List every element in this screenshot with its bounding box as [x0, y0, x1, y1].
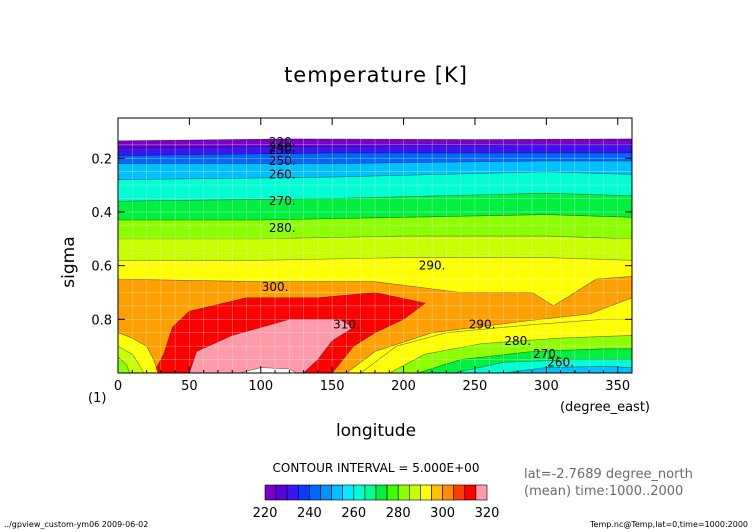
x-tick-label: 50 [181, 379, 198, 394]
time-info: (mean) time:1000..2000 [524, 484, 683, 499]
contour-label: 220. [269, 135, 296, 149]
x-axis: 0 50 100 150 200 250 300 350 [114, 118, 630, 394]
contour-label: 280. [504, 334, 531, 348]
colorbar-swatch [386, 484, 399, 501]
contour-labels: 220.230.240.250.260.270.280.290.300.310.… [262, 135, 574, 369]
contour-label: 280. [269, 221, 296, 235]
colorbar-swatch [375, 484, 388, 501]
colorbar-swatch [297, 484, 310, 501]
colorbar-swatch [408, 484, 421, 501]
y-axis: 0.2 0.4 0.6 0.8 [91, 152, 632, 328]
colorbar-swatch [309, 484, 321, 501]
x-axis-label: longitude [336, 421, 416, 441]
y-tick-label: 0.4 [91, 206, 112, 221]
colorbar-swatch [286, 484, 299, 501]
y-tick-label: 0.2 [91, 152, 112, 167]
colorbar-swatch [331, 484, 344, 501]
contour-label: 270. [269, 194, 296, 208]
footer-left: ../gpview_custom-ym06 2009-06-02 [4, 520, 148, 529]
panel-label: (1) [88, 391, 106, 406]
x-tick-label: 300 [534, 379, 559, 394]
footer-right: Temp.nc@Temp,lat=0,time=1000:2000 [589, 520, 748, 529]
colorbar-tick-label: 240 [297, 506, 322, 521]
contour-label: 290. [469, 318, 496, 332]
x-tick-label: 150 [320, 379, 345, 394]
colorbar-tick-label: 300 [430, 506, 455, 521]
colorbar-swatch [442, 484, 455, 501]
plot-area: 220.230.240.250.260.270.280.290.300.310.… [91, 117, 633, 394]
latitude-info: lat=-2.7689 degree_north [524, 467, 693, 482]
chart-title: temperature [K] [284, 63, 468, 87]
x-tick-label: 250 [463, 379, 488, 394]
contour-label: 250. [269, 154, 296, 168]
band-left-cold-3 [118, 356, 130, 373]
x-tick-label: 200 [391, 379, 416, 394]
colorbar-swatch [342, 484, 355, 501]
colorbar-swatch [453, 484, 466, 501]
colorbar-swatch [353, 484, 366, 501]
colorbar-tick-label: 220 [253, 506, 278, 521]
colorbar-tick-label: 320 [475, 506, 500, 521]
x-axis-units: (degree_east) [560, 400, 650, 415]
contour-label: 260. [547, 355, 574, 369]
x-tick-label: 0 [114, 379, 122, 394]
colorbar-swatch [420, 484, 432, 501]
contour-label: 230. [269, 143, 296, 157]
contour-label: 300. [262, 280, 289, 294]
x-tick-label: 100 [248, 379, 273, 394]
contour-label: 310. [333, 318, 360, 332]
colorbar-swatch [431, 484, 443, 501]
colorbar-swatch [397, 484, 410, 501]
contour-label: 270. [533, 347, 560, 361]
colorbar-swatch [464, 484, 477, 501]
y-tick-label: 0.8 [91, 313, 112, 328]
colorbar-swatch [364, 484, 377, 501]
contour-label: 290. [419, 259, 446, 273]
colorbar: 220 240 260 280 300 320 [253, 484, 500, 521]
colorbar-swatch [275, 484, 288, 501]
grid [118, 118, 632, 373]
y-axis-label: sigma [59, 236, 79, 287]
contour-interval-text: CONTOUR INTERVAL = 5.000E+00 [273, 461, 480, 475]
colorbar-swatch [264, 484, 277, 501]
colorbar-tick-label: 280 [386, 506, 411, 521]
x-tick-label: 350 [605, 379, 630, 394]
colorbar-tick-label: 260 [341, 506, 366, 521]
y-tick-label: 0.6 [91, 260, 112, 275]
colorbar-swatch [475, 484, 488, 501]
colorbar-swatch [320, 484, 332, 501]
contour-label: 260. [269, 167, 296, 181]
contour-label: 240. [269, 141, 296, 155]
